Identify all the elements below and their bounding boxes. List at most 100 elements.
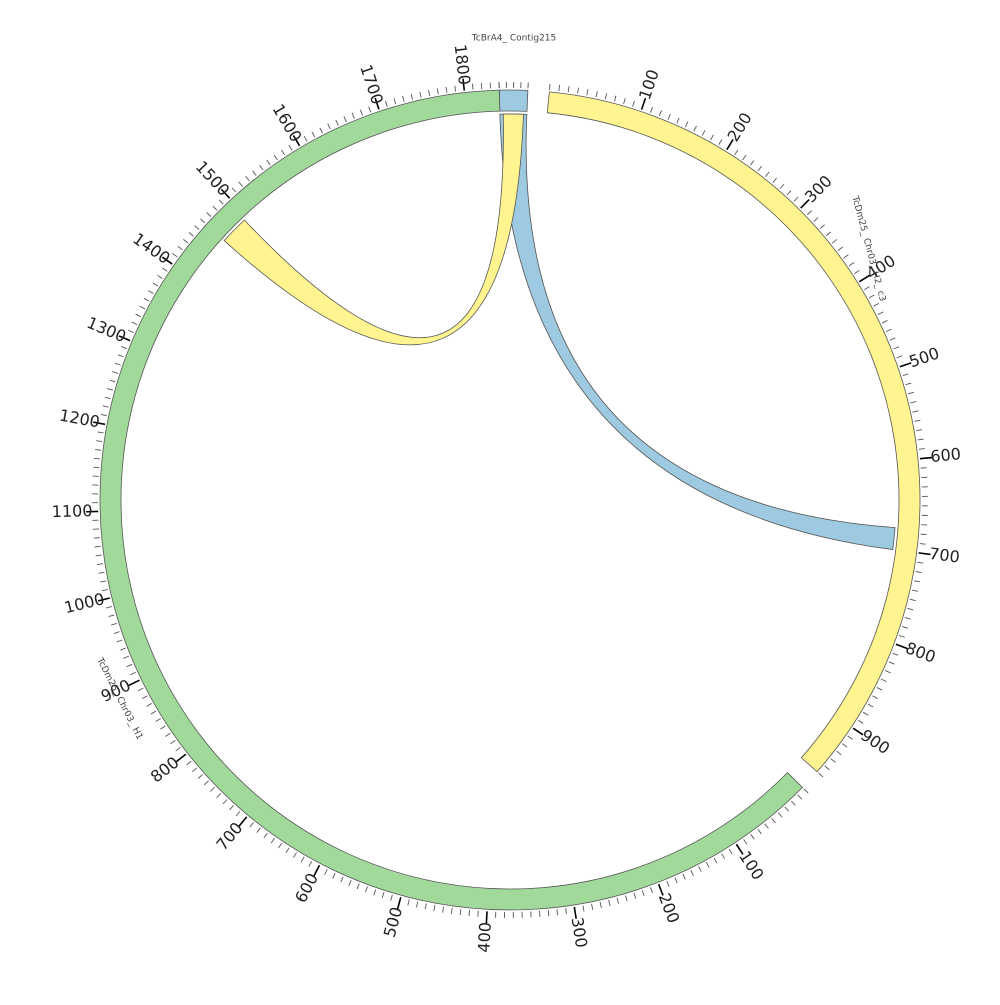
tick-minor (578, 88, 579, 94)
tick-minor (633, 101, 635, 107)
tick-minor (120, 648, 126, 650)
tick-minor (178, 246, 183, 250)
tick-label: 200 (724, 109, 756, 145)
tick-minor (634, 893, 636, 899)
tick-minor (780, 184, 784, 189)
tick-minor (668, 114, 670, 120)
tick-minor (650, 107, 652, 113)
tick-minor (683, 874, 686, 879)
tick-minor (919, 449, 925, 450)
tick-minor (213, 206, 217, 210)
tick-minor (617, 898, 619, 904)
tick-minor (153, 283, 158, 286)
tick-minor (352, 113, 354, 119)
tick-minor (722, 854, 725, 859)
tick-minor (778, 813, 782, 818)
tick-minor (917, 562, 923, 563)
tick-minor (910, 402, 916, 403)
tick-minor (750, 160, 754, 165)
tick-minor (614, 96, 616, 102)
tick-minor (333, 873, 336, 878)
tick-minor (882, 320, 887, 323)
tick-minor (341, 877, 343, 882)
tick-minor (605, 93, 606, 99)
tick-minor (425, 903, 426, 909)
tick-minor (849, 262, 854, 265)
tick-minor (751, 834, 755, 839)
tick-minor (548, 910, 549, 916)
tick-minor (893, 653, 899, 655)
tick-minor (758, 166, 762, 171)
tick-minor (583, 905, 584, 911)
tick-minor (804, 789, 808, 793)
tick-label: 400 (474, 921, 495, 953)
tick-minor (773, 178, 777, 183)
tick-label: 1300 (84, 313, 129, 346)
tick-minor (912, 590, 918, 591)
tick-minor (106, 606, 112, 608)
tick-minor (204, 781, 208, 785)
tick-minor (365, 887, 367, 893)
tick-minor (189, 232, 194, 236)
tick-minor (609, 900, 610, 906)
tick-minor (566, 908, 567, 914)
tick-label: 300 (801, 171, 836, 206)
tick-minor (908, 392, 914, 394)
tick-minor (893, 347, 899, 349)
tick-minor (232, 188, 236, 192)
tick-minor (877, 687, 882, 690)
tick-minor (336, 120, 339, 125)
tick-minor (301, 857, 304, 862)
tick-label: 300 (568, 916, 592, 949)
tick-minor (787, 191, 791, 195)
tick-minor (842, 744, 847, 748)
tick-minor (416, 902, 417, 908)
tick-minor (906, 383, 912, 385)
tick-minor (250, 822, 254, 827)
tick-minor (659, 110, 661, 116)
tick-minor (642, 890, 644, 896)
tick-minor (304, 136, 307, 141)
tick-minor (864, 287, 869, 290)
tick-minor (127, 664, 133, 666)
tick-minor (136, 314, 141, 317)
tick-minor (374, 890, 376, 896)
tick-minor (128, 330, 133, 332)
tick-minor (916, 430, 922, 431)
tick-minor (219, 200, 223, 204)
tick-minor (873, 696, 878, 699)
ideogram-chr03_h1[interactable] (100, 90, 802, 910)
tick-minor (916, 572, 922, 573)
tick-minor (117, 640, 123, 642)
tick-minor (434, 905, 435, 911)
tick-minor (825, 766, 830, 770)
tick-minor (832, 239, 837, 243)
ideogram-contig215[interactable] (499, 90, 528, 111)
tick-minor (320, 128, 323, 133)
tick-minor (309, 861, 312, 866)
tick-minor (132, 322, 137, 325)
tick-major (129, 680, 140, 685)
tick-minor (121, 347, 127, 349)
tick-minor (918, 439, 924, 440)
tick-minor (798, 795, 802, 799)
tick-minor (455, 86, 456, 92)
tick-label: 800 (147, 753, 183, 787)
tick-minor (312, 132, 315, 137)
tick-minor (568, 86, 569, 92)
tick-minor (913, 411, 919, 412)
tick-label: 1100 (52, 501, 93, 521)
tick-minor (914, 581, 920, 582)
tick-label: 1700 (356, 62, 387, 107)
tick-minor (96, 441, 102, 442)
tick-minor (130, 672, 135, 675)
tick-minor (115, 363, 121, 365)
tick-label: 500 (907, 343, 942, 371)
tick-minor (890, 338, 896, 340)
link-ribbon-2 (224, 114, 523, 345)
tick-minor (902, 626, 908, 628)
tick-minor (446, 87, 447, 93)
ideogram-chr03_h2_c3[interactable] (547, 92, 920, 772)
tick-minor (863, 712, 868, 715)
